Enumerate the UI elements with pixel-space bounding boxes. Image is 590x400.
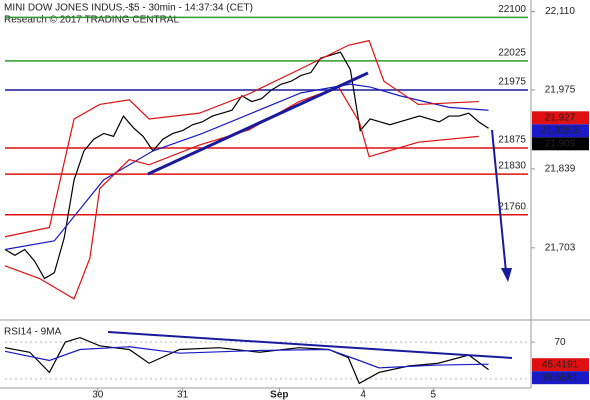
arrow-shaft [491,129,507,273]
price-label: 21,925.5 [541,125,580,136]
y-tick-label: 22,110 [545,6,575,17]
chart-subtitle: Research © 2017 TRADING CENTRAL [4,15,179,26]
price-label: 21,927 [545,112,576,123]
level-label: 21760 [498,201,526,212]
price-label-box [532,124,589,138]
chart-title: MINI DOW JONES INDUS.-$5 - 30min - 14:37… [4,3,253,14]
price-label-box [532,111,589,125]
level-label: 21830 [498,161,526,172]
rsi-title: RSI14 - 9MA [4,327,62,338]
price-label-box [532,137,589,151]
series-line [4,51,489,280]
y-tick-label: 70 [554,337,566,348]
y-tick-label: 21,839 [545,164,576,175]
series-line [4,346,489,369]
x-tick-label: 5 [430,390,436,400]
level-label: 22025 [498,48,526,59]
y-tick-label: 21,703 [545,242,576,253]
x-tick-label: Sep [270,390,288,400]
level-label: 21875 [498,135,526,146]
level-label: 21975 [498,77,526,88]
y-tick-label: 21,975 [545,85,576,96]
price-label-box [532,371,589,385]
arrow-head [501,268,512,282]
rsi-trend-line [107,331,513,359]
x-tick-label: 31 [177,390,189,400]
level-label: 22100 [498,4,526,15]
price-label: 45.4191 [542,359,579,370]
x-tick-label: 4 [360,390,366,400]
price-label: 39.5581 [542,372,579,383]
price-label-box [532,358,589,372]
plot-layer: 22,110 21,975 21,839 21,703 22100 22025 21975 2… [4,4,589,400]
x-tick-label: 30 [92,390,104,400]
price-label: 21,909 [545,138,576,149]
trend-line [147,71,369,176]
series-line [4,39,479,238]
